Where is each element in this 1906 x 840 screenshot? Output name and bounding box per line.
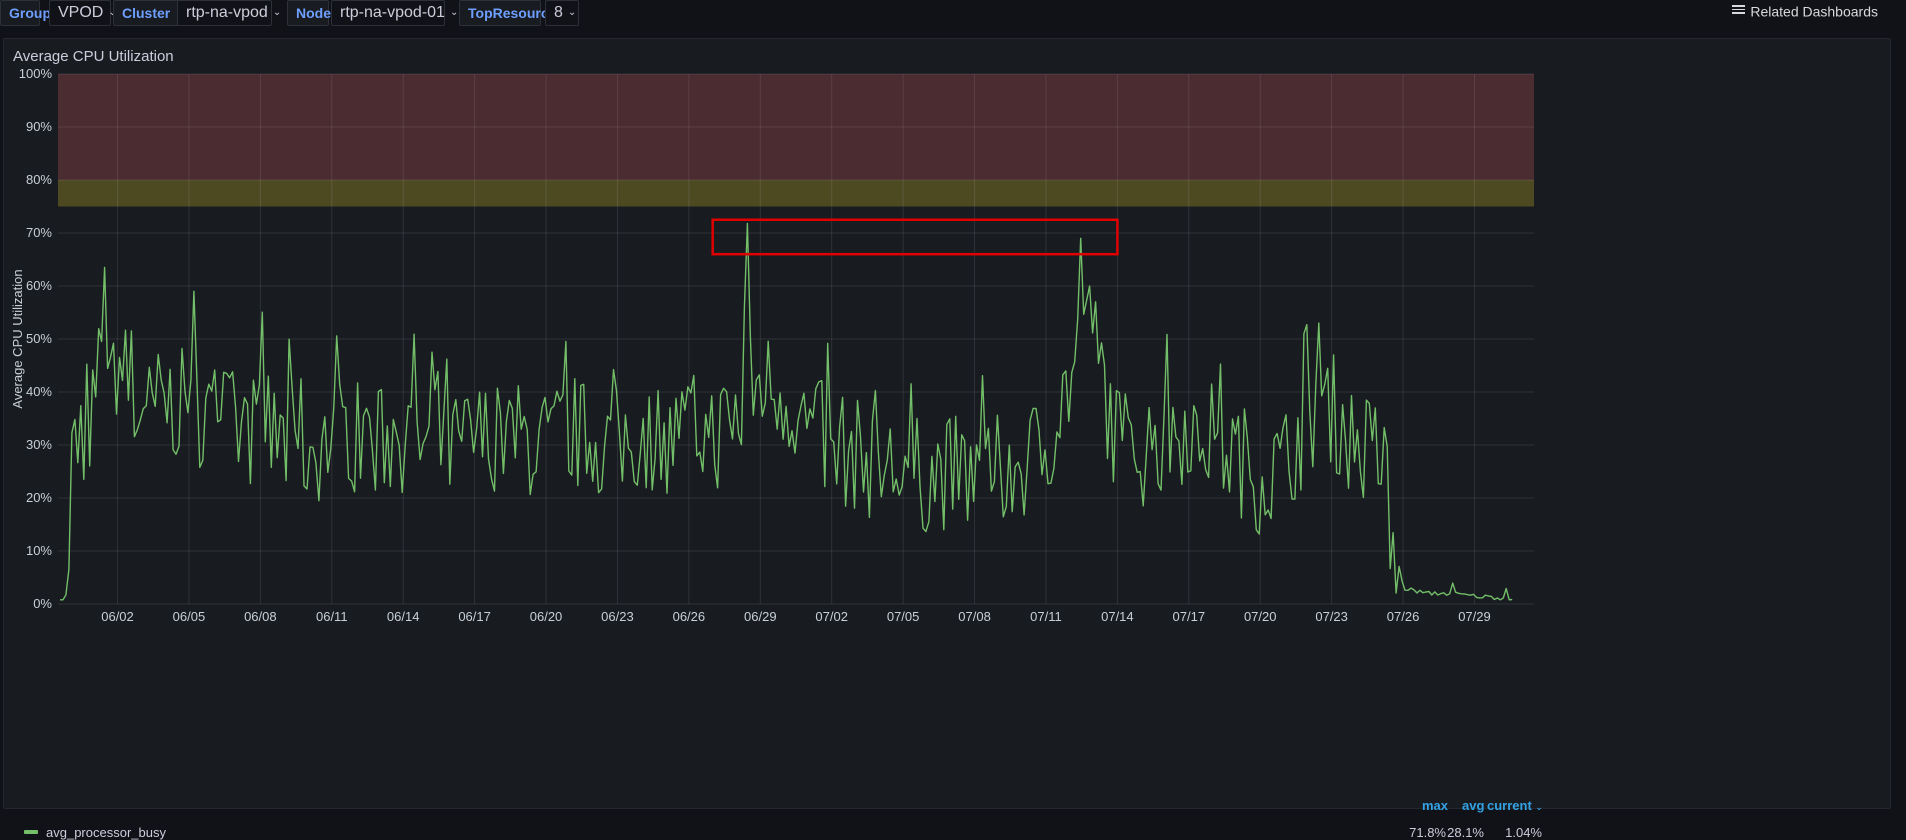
threshold-band-red xyxy=(58,74,1534,180)
y-tick-label: 30% xyxy=(26,437,52,452)
chevron-down-icon: ⌄ xyxy=(108,7,116,18)
y-tick-label: 90% xyxy=(26,119,52,134)
variable-select-value: 8 xyxy=(554,4,563,21)
sort-chevron-down-icon: ⌄ xyxy=(1535,802,1543,812)
cpu-line-chart[interactable]: 0% 10% 20% 30% 40% 50% 60% 70% 80% 90% 100% 06/02 06… xyxy=(4,39,1892,810)
x-tick-label: 06/02 xyxy=(101,609,134,624)
legend-current-value: 1.04% xyxy=(1505,825,1542,840)
x-tick-label: 07/23 xyxy=(1315,609,1348,624)
x-tick-label: 07/08 xyxy=(958,609,991,624)
chevron-down-icon: ⌄ xyxy=(567,7,577,18)
legend-max-value: 71.8% xyxy=(1409,825,1446,840)
panel-title[interactable]: Average CPU Utilization xyxy=(13,48,174,65)
cpu-utilization-panel: Average CPU Utilization 0% 10% 20% 30% 40% 50… xyxy=(3,38,1892,840)
y-tick-label: 80% xyxy=(26,172,52,187)
highlight-box xyxy=(711,218,1119,256)
legend-header-current[interactable]: current ⌄ xyxy=(1487,798,1543,813)
variable-select-node[interactable]: rtp-na-vpod-01 ⌄ xyxy=(331,0,458,26)
variable-bar: GroupVPOD⌄Clusterrtp-na-vpod⌄Nodertp-na-… xyxy=(0,0,1906,28)
variable-select-value: rtp-na-vpod xyxy=(186,4,268,21)
series-color-swatch[interactable] xyxy=(24,830,38,834)
x-tick-label: 06/14 xyxy=(387,609,420,624)
menu-icon xyxy=(1732,3,1746,16)
variable-label-node: Node xyxy=(287,0,331,26)
series-line-avg_processor_busy[interactable] xyxy=(60,222,1513,601)
threshold-band-yellow xyxy=(58,180,1534,207)
x-tick-label: 07/20 xyxy=(1244,609,1277,624)
x-tick-label: 06/11 xyxy=(316,609,348,624)
chevron-down-icon: ⌄ xyxy=(272,7,282,18)
x-tick-label: 07/11 xyxy=(1030,609,1062,624)
variable-label-group: Group xyxy=(0,0,51,26)
variable-select-cluster[interactable]: rtp-na-vpod ⌄ xyxy=(177,0,281,26)
legend-header-avg[interactable]: avg xyxy=(1462,798,1485,813)
y-tick-label: 50% xyxy=(26,331,52,346)
x-tick-label: 06/05 xyxy=(173,609,206,624)
x-tick-label: 06/20 xyxy=(530,609,563,624)
x-tick-label: 06/23 xyxy=(601,609,634,624)
variable-label-cluster: Cluster xyxy=(113,0,187,26)
y-tick-label: 40% xyxy=(26,384,52,399)
y-tick-label: 70% xyxy=(26,225,52,240)
y-tick-label: 0% xyxy=(33,596,52,611)
x-tick-label: 06/29 xyxy=(744,609,777,624)
y-tick-label: 60% xyxy=(26,278,52,293)
x-tick-label: 07/17 xyxy=(1173,609,1206,624)
variable-label-topresources: TopResources xyxy=(459,0,564,26)
variable-select-value: VPOD xyxy=(58,4,104,21)
y-tick-label: 20% xyxy=(26,490,52,505)
related-dashboards-link[interactable]: Related Dashboards xyxy=(1732,3,1878,20)
x-tick-label: 06/26 xyxy=(673,609,706,624)
variable-select-value: rtp-na-vpod-01 xyxy=(340,4,445,21)
variable-select-group[interactable]: VPOD ⌄ xyxy=(49,0,117,26)
x-tick-label: 07/02 xyxy=(815,609,848,624)
x-tick-label: 06/17 xyxy=(458,609,491,624)
legend-avg-value: 28.1% xyxy=(1447,825,1484,840)
chevron-down-icon: ⌄ xyxy=(449,7,459,18)
y-tick-label: 100% xyxy=(19,66,53,81)
x-tick-label: 07/29 xyxy=(1458,609,1491,624)
x-tick-label: 07/05 xyxy=(887,609,920,624)
legend-series-item[interactable]: avg_processor_busy xyxy=(24,825,166,840)
x-tick-label: 06/08 xyxy=(244,609,277,624)
legend-header-max[interactable]: max xyxy=(1422,798,1449,813)
x-tick-label: 07/14 xyxy=(1101,609,1134,624)
y-axis-title: Average CPU Utilization xyxy=(10,269,25,408)
y-tick-label: 10% xyxy=(26,543,52,558)
variable-select-topresources[interactable]: 8 ⌄ xyxy=(545,0,579,26)
x-tick-label: 07/26 xyxy=(1387,609,1420,624)
